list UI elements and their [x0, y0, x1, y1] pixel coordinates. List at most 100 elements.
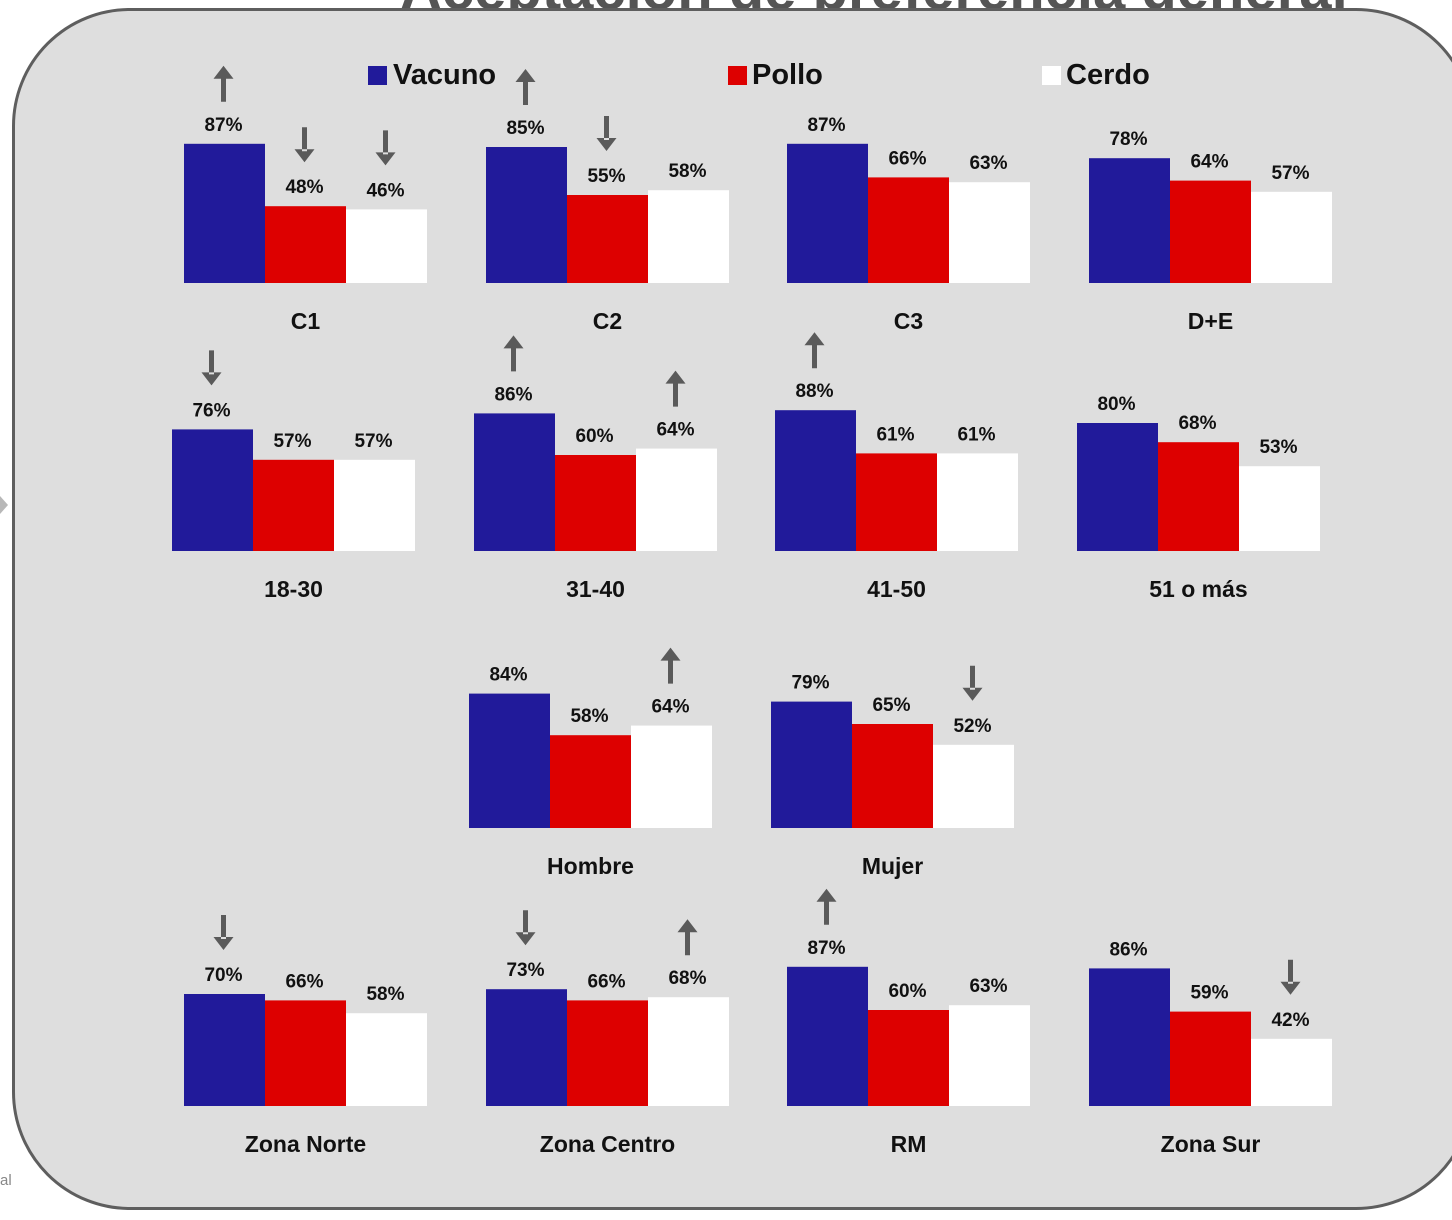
category-label-c3: C3: [894, 308, 923, 334]
down-arrow-icon: [294, 127, 315, 163]
data-label-zona-norte-pollo: 66%: [285, 971, 323, 992]
bar-rm-vacuno: [787, 966, 868, 1106]
data-label-zona-centro-cerdo: 68%: [668, 968, 706, 989]
footer-text: al: [0, 1172, 12, 1189]
data-label-c1-pollo: 48%: [285, 177, 323, 198]
category-label-zona-norte: Zona Norte: [245, 1131, 366, 1157]
data-label-zona-norte-cerdo: 58%: [366, 984, 404, 1005]
data-label-mujer-vacuno: 79%: [791, 673, 829, 694]
data-label-51-o-m-s-vacuno: 80%: [1097, 394, 1135, 415]
panel-zona-centro: 73% 66% 68% Zona Centro: [486, 910, 729, 1157]
bar-18-30-pollo: [253, 459, 334, 551]
data-label-rm-pollo: 60%: [888, 981, 926, 1002]
panel-hombre: 84% 58% 64% Hombre: [469, 647, 712, 879]
data-label-c1-cerdo: 46%: [366, 180, 404, 201]
data-label-d-e-vacuno: 78%: [1109, 129, 1147, 150]
bar-c3-pollo: [868, 177, 949, 283]
chart-panels: 87% 48% 46% C1 85% 55% 58% C2 87% 66% 63% C3 78% 64% 5…: [172, 65, 1332, 1157]
bar-51-o-m-s-pollo: [1158, 442, 1239, 551]
bar-c3-vacuno: [787, 143, 868, 283]
data-label-zona-sur-vacuno: 86%: [1109, 939, 1147, 960]
panel-zona-norte: 70% 66% 58% Zona Norte: [184, 915, 427, 1157]
bar-zona-norte-vacuno: [184, 994, 265, 1106]
data-label-d-e-pollo: 64%: [1190, 152, 1228, 173]
category-label-c2: C2: [593, 308, 622, 334]
down-arrow-icon: [596, 116, 617, 151]
data-label-31-40-vacuno: 86%: [494, 384, 532, 405]
data-label-zona-centro-vacuno: 73%: [506, 960, 544, 981]
data-label-c2-pollo: 55%: [587, 166, 625, 187]
down-arrow-icon: [201, 350, 222, 386]
bar-rm-pollo: [868, 1010, 949, 1106]
data-label-c3-cerdo: 63%: [969, 153, 1007, 174]
category-label-zona-sur: Zona Sur: [1161, 1131, 1261, 1157]
bar-zona-sur-vacuno: [1089, 968, 1170, 1106]
bar-hombre-pollo: [550, 735, 631, 828]
bar-zona-centro-pollo: [567, 1000, 648, 1106]
category-label-d-e: D+E: [1188, 308, 1233, 334]
data-label-zona-sur-pollo: 59%: [1190, 983, 1228, 1004]
data-label-c2-cerdo: 58%: [668, 161, 706, 182]
data-label-zona-norte-vacuno: 70%: [204, 965, 242, 986]
bar-zona-norte-pollo: [265, 1000, 346, 1106]
bar-51-o-m-s-vacuno: [1077, 423, 1158, 551]
bar-d-e-pollo: [1170, 180, 1251, 283]
category-label-zona-centro: Zona Centro: [540, 1131, 675, 1157]
panel-zona-sur: 86% 59% 42% Zona Sur: [1089, 939, 1332, 1157]
bar-31-40-pollo: [555, 455, 636, 551]
bar-c2-cerdo: [648, 190, 729, 283]
data-label-41-50-vacuno: 88%: [795, 381, 833, 402]
legend-swatch-cerdo: [1042, 66, 1061, 85]
bar-mujer-cerdo: [933, 744, 1014, 828]
down-arrow-icon: [515, 910, 536, 946]
down-arrow-icon: [375, 130, 396, 166]
bar-mujer-vacuno: [771, 701, 852, 828]
data-label-c3-pollo: 66%: [888, 148, 926, 169]
legend: Vacuno Pollo Cerdo: [368, 59, 1150, 91]
data-label-zona-sur-cerdo: 42%: [1271, 1010, 1309, 1031]
data-label-c2-vacuno: 85%: [506, 118, 544, 139]
data-label-c3-vacuno: 87%: [807, 115, 845, 136]
bar-c1-cerdo: [346, 209, 427, 283]
up-arrow-icon: [213, 65, 234, 102]
panel-31-40: 86% 60% 64% 31-40: [474, 335, 717, 602]
bar-zona-centro-vacuno: [486, 989, 567, 1106]
data-label-c1-vacuno: 87%: [204, 115, 242, 136]
category-label-c1: C1: [291, 308, 321, 334]
panel-18-30: 76% 57% 57% 18-30: [172, 350, 415, 602]
legend-label-cerdo: Cerdo: [1066, 59, 1150, 91]
legend-swatch-pollo: [728, 66, 747, 85]
down-arrow-icon: [213, 915, 234, 950]
up-arrow-icon: [665, 370, 686, 407]
data-label-zona-centro-pollo: 66%: [587, 971, 625, 992]
bar-mujer-pollo: [852, 724, 933, 828]
up-arrow-icon: [804, 332, 825, 369]
up-arrow-icon: [515, 69, 536, 105]
bar-d-e-cerdo: [1251, 191, 1332, 283]
bar-c1-vacuno: [184, 143, 265, 283]
data-label-rm-cerdo: 63%: [969, 976, 1007, 997]
data-label-41-50-cerdo: 61%: [957, 424, 995, 445]
data-label-51-o-m-s-cerdo: 53%: [1259, 437, 1297, 458]
category-label-hombre: Hombre: [547, 853, 634, 879]
bar-31-40-cerdo: [636, 448, 717, 551]
bar-18-30-vacuno: [172, 429, 253, 551]
data-label-hombre-pollo: 58%: [570, 706, 608, 727]
bar-rm-cerdo: [949, 1005, 1030, 1106]
bar-d-e-vacuno: [1089, 158, 1170, 283]
down-arrow-icon: [962, 665, 983, 701]
bar-51-o-m-s-cerdo: [1239, 466, 1320, 551]
panel-41-50: 88% 61% 61% 41-50: [775, 332, 1018, 602]
data-label-31-40-pollo: 60%: [575, 426, 613, 447]
panel-rm: 87% 60% 63% RM: [787, 888, 1030, 1157]
panel-mujer: 79% 65% 52% Mujer: [771, 665, 1014, 879]
bar-c3-cerdo: [949, 182, 1030, 283]
data-label-hombre-vacuno: 84%: [489, 665, 527, 686]
bar-41-50-vacuno: [775, 410, 856, 551]
category-label-31-40: 31-40: [566, 576, 625, 602]
legend-label-vacuno: Vacuno: [393, 59, 496, 91]
data-label-mujer-cerdo: 52%: [953, 716, 991, 737]
bar-c2-pollo: [567, 195, 648, 283]
data-label-rm-vacuno: 87%: [807, 938, 845, 959]
